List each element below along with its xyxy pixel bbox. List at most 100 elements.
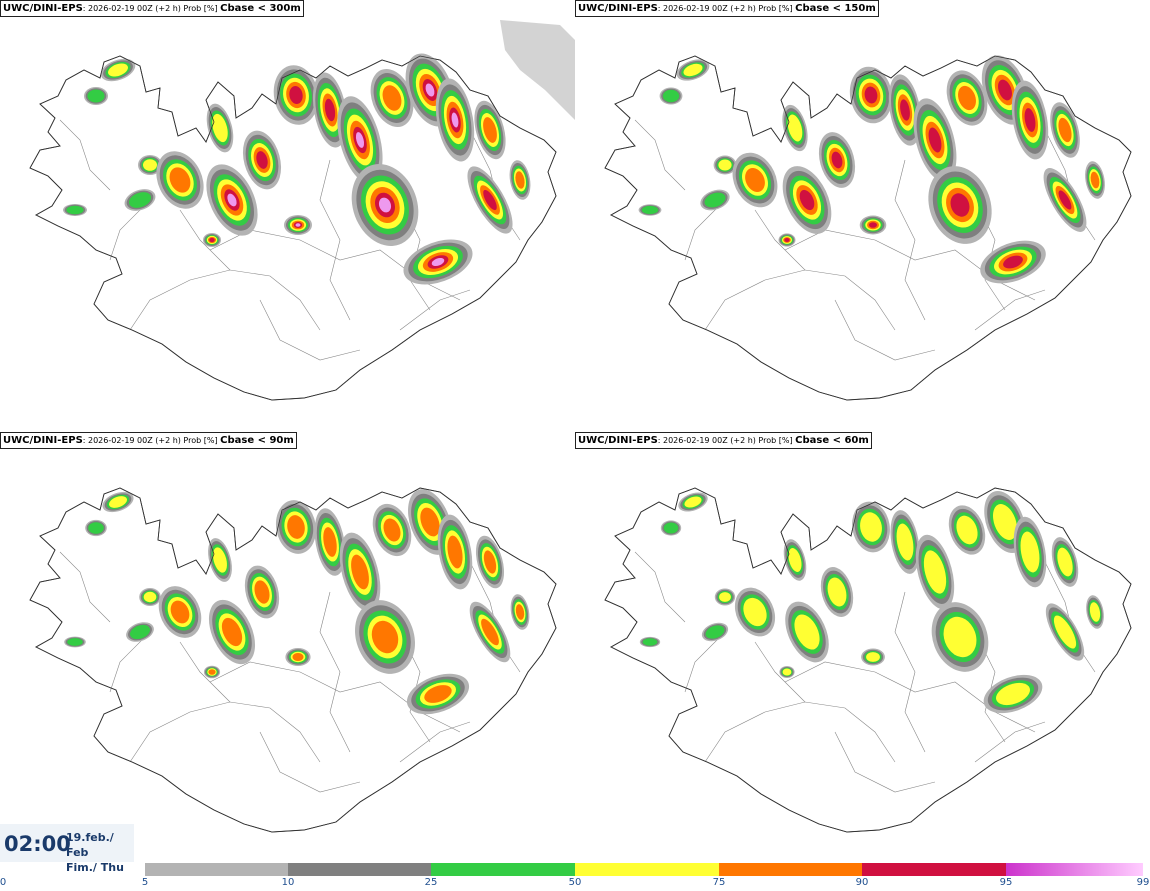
terrain-contour <box>179 641 231 703</box>
terrain-contour <box>974 721 1046 763</box>
probability-contour-fill <box>950 193 970 217</box>
legend-swatch <box>288 863 431 876</box>
run-info: : 2026-02-19 00Z (+2 h) Prob [%] <box>82 436 218 445</box>
probability-contour-fill <box>1020 531 1040 573</box>
probability-area <box>339 532 381 612</box>
probability-area <box>734 587 776 637</box>
probability-area <box>244 565 280 619</box>
terrain-contour <box>834 299 936 361</box>
probability-contour-fill <box>956 515 978 545</box>
probability-contour-fill <box>642 638 658 646</box>
terrain-contour <box>399 289 471 331</box>
probability-contour-fill <box>782 668 792 676</box>
probability-area <box>783 539 807 581</box>
probability-area <box>158 586 202 638</box>
probability-area <box>928 166 992 244</box>
probability-area <box>678 492 708 512</box>
probability-contour-fill <box>425 83 435 97</box>
run-info: : 2026-02-19 00Z (+2 h) Prob [%] <box>657 4 793 13</box>
probability-area <box>355 600 415 674</box>
probability-area <box>403 239 473 285</box>
probability-contour-fill <box>788 548 802 572</box>
probability-contour-fill <box>869 222 877 228</box>
probability-contour-fill <box>355 132 365 148</box>
probability-contour-fill <box>227 193 237 207</box>
probability-area <box>314 508 346 576</box>
probability-contour-fill <box>292 653 304 661</box>
probability-area <box>820 567 854 617</box>
probability-area <box>852 501 890 553</box>
probability-area <box>312 72 348 148</box>
probability-area <box>1050 102 1080 158</box>
probability-contour-fill <box>289 86 303 104</box>
probability-area <box>946 70 988 126</box>
panel-header: UWC/DINI-EPS: 2026-02-19 00Z (+2 h) Prob… <box>575 432 872 449</box>
probability-area <box>732 152 778 208</box>
probability-area <box>700 189 730 211</box>
probability-contour-fill <box>1024 108 1036 132</box>
probability-contour-fill <box>213 547 227 573</box>
panel-header: UWC/DINI-EPS: 2026-02-19 00Z (+2 h) Prob… <box>0 0 304 17</box>
probability-area <box>475 535 505 589</box>
offshore-probability-area <box>500 20 575 120</box>
iceland-probability-map <box>29 20 575 401</box>
probability-area <box>102 491 134 513</box>
terrain-contour <box>59 551 111 623</box>
probability-contour-fill <box>212 113 228 143</box>
legend-tick-label: 99 <box>1136 877 1150 888</box>
probability-contour-fill <box>787 114 803 142</box>
probability-area <box>861 648 885 666</box>
terrain-contour <box>894 159 926 321</box>
valid-time: 02:00 <box>4 832 71 856</box>
terrain-contour <box>634 119 686 191</box>
probability-area <box>372 503 412 557</box>
legend-tick-label: 75 <box>712 877 726 888</box>
probability-area <box>84 87 108 105</box>
probability-contour-fill <box>663 522 679 534</box>
probability-contour-fill <box>483 550 497 574</box>
probability-area <box>63 204 87 216</box>
probability-area <box>1045 603 1085 661</box>
probability-contour-fill <box>1003 255 1023 269</box>
map-panel-150m: UWC/DINI-EPS: 2026-02-19 00Z (+2 h) Prob… <box>575 0 1150 430</box>
coastline-outline <box>604 55 1132 401</box>
legend-swatch <box>145 863 288 876</box>
probability-area <box>208 538 232 582</box>
probability-area <box>284 215 312 235</box>
terrain-contour <box>834 731 936 793</box>
terrain-contour <box>684 199 726 261</box>
probability-area <box>85 519 107 537</box>
legend-tick-label: 90 <box>855 877 869 888</box>
probability-contour-fill <box>108 63 128 77</box>
probability-contour-fill <box>431 257 445 267</box>
probability-area <box>913 98 957 182</box>
probability-contour-fill <box>943 616 977 658</box>
legend-tick-label: 50 <box>568 877 582 888</box>
probability-area <box>713 155 737 175</box>
legend-swatch <box>575 863 719 876</box>
probability-contour-fill <box>254 580 270 604</box>
variable-name: Cbase < 300m <box>220 3 301 14</box>
legend-swatch <box>862 863 1006 876</box>
probability-contour-fill <box>221 617 243 647</box>
probability-area <box>1013 516 1047 588</box>
probability-contour-fill <box>1057 547 1073 577</box>
probability-contour-fill <box>515 604 525 620</box>
probability-contour-fill <box>784 238 790 242</box>
probability-area <box>660 520 682 536</box>
probability-area <box>1086 595 1104 629</box>
probability-area <box>206 164 258 236</box>
terrain-contour <box>754 209 806 271</box>
probability-contour-fill <box>1053 615 1077 649</box>
probability-area <box>510 594 530 630</box>
run-info: : 2026-02-19 00Z (+2 h) Prob [%] <box>657 436 793 445</box>
probability-contour-fill <box>108 496 128 508</box>
probability-contour-fill <box>129 624 151 640</box>
probability-contour-fill <box>323 527 337 557</box>
probability-contour-fill <box>143 591 157 603</box>
probability-area <box>701 622 729 642</box>
probability-area <box>714 588 736 606</box>
terrain-contour <box>894 591 926 753</box>
probability-area <box>1085 161 1105 199</box>
probability-contour-fill <box>383 518 401 542</box>
